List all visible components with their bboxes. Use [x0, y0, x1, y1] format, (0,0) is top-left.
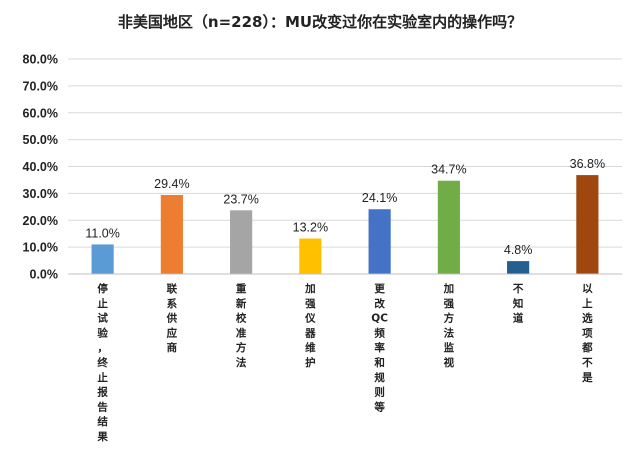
y-tick-label: 80.0% [23, 53, 58, 67]
x-category-label-line: 止 [97, 371, 108, 384]
x-category-label-line: 维 [305, 341, 316, 354]
y-tick-label: 60.0% [23, 106, 58, 120]
bar [299, 238, 322, 274]
x-category-label-line: 频 [374, 326, 385, 339]
x-category-label-line: 应 [167, 326, 178, 339]
bar [160, 194, 183, 274]
x-category-label-line: 验 [97, 326, 108, 339]
x-category-label-line: 加 [443, 282, 455, 295]
x-category-label-line: 都 [581, 341, 593, 354]
data-label: 29.4% [154, 177, 189, 191]
bar [576, 175, 599, 274]
x-category-label: 联系供应商 [166, 282, 178, 354]
x-category-label-line: 报 [97, 386, 108, 399]
y-tick-label: 30.0% [23, 187, 58, 201]
x-category-label-line: 则 [374, 386, 385, 399]
x-category-label: 更改 QC 频率和规则等 [371, 283, 388, 413]
x-category-label: 加强方法监视 [443, 282, 455, 369]
x-category-label-line: 不 [582, 357, 593, 369]
x-category-label-line: 等 [373, 400, 385, 413]
x-category-label-line: 供 [166, 312, 178, 325]
x-category-label-line: 结 [97, 415, 108, 428]
y-tick-label: 0.0% [30, 268, 59, 282]
y-tick-label: 40.0% [23, 160, 58, 174]
y-tick-label: 20.0% [23, 214, 58, 228]
chart-title: 非美国地区（n=228）：MU改变过你在实验室内的操作吗？ [118, 13, 522, 31]
x-category-label-line: 告 [97, 400, 108, 413]
data-label: 4.8% [504, 243, 533, 257]
gridlines [68, 58, 622, 248]
bars [91, 175, 599, 274]
x-category-label-line: 和 [373, 356, 385, 369]
x-category-label-line: QC [371, 313, 388, 325]
x-category-label-line: 校 [236, 312, 247, 325]
x-category-label: 加强仪器维护 [304, 282, 316, 369]
x-category-label-line: 加 [304, 282, 316, 295]
y-tick-label: 10.0% [23, 241, 58, 255]
x-category-label-line: 试 [97, 312, 108, 325]
bar [507, 261, 530, 274]
data-label: 36.8% [570, 157, 605, 171]
x-category-label-line: 商 [167, 341, 178, 354]
x-category-label-line: 规 [374, 371, 385, 384]
bar [91, 244, 114, 274]
x-category-label-line: 止 [97, 297, 108, 310]
x-category-label-line: 率 [374, 341, 385, 354]
x-category-label-line: 法 [236, 356, 247, 369]
x-category-label-line: 上 [582, 297, 593, 310]
bar [368, 209, 391, 274]
x-category-label-line: 选 [582, 312, 593, 325]
x-category-label-line: 强 [444, 298, 455, 310]
x-category-label: 停止试验，终止报告结果 [96, 282, 108, 443]
data-label: 13.2% [293, 221, 328, 235]
data-labels: 11.0% 29.4% 23.7% 13.2% 24.1% 34.7% 4.8% 36.8% [85, 157, 605, 257]
x-category-label-line: 法 [444, 326, 455, 339]
x-category-label-line: 护 [305, 356, 316, 369]
x-category-label-line: 不 [513, 283, 524, 295]
data-label: 34.7% [431, 163, 466, 177]
x-category-label-line: 更 [374, 283, 385, 295]
x-category-label-line: 准 [236, 326, 247, 339]
x-category-label-line: 是 [581, 372, 593, 384]
bar [437, 180, 460, 274]
x-category-label-line: 道 [513, 312, 524, 325]
x-category-label: 不知道 [513, 283, 524, 325]
x-category-label-line: 以 [582, 283, 593, 295]
x-category-label-line: 停 [97, 282, 108, 295]
x-category-label-line: 联 [167, 282, 178, 295]
x-category-label: 以上选项都不是 [581, 283, 593, 384]
x-category-label-line: 方 [236, 341, 247, 354]
data-label: 24.1% [362, 191, 397, 205]
x-category-label-line: 果 [96, 431, 108, 443]
y-tick-label: 50.0% [23, 133, 58, 147]
x-category-label-line: 项 [582, 327, 593, 339]
x-category-label-line: 强 [305, 298, 316, 310]
x-category-label-line: 方 [444, 312, 455, 325]
x-category-label-line: 监 [444, 341, 455, 354]
x-category-label-line: 视 [444, 356, 455, 369]
data-label: 23.7% [223, 192, 258, 206]
x-category-label-line: 终 [97, 356, 108, 369]
x-category-label-line: 器 [304, 327, 316, 339]
y-tick-label: 70.0% [23, 79, 58, 93]
x-category-label-line: 系 [167, 297, 178, 310]
x-category-label-line: ， [97, 342, 108, 354]
x-category-label-line: 新 [236, 297, 247, 310]
data-label: 11.0% [85, 226, 120, 240]
x-category-label-line: 知 [513, 297, 524, 310]
x-category-label: 重新校准方法 [236, 282, 247, 369]
x-category-label-line: 改 [374, 297, 385, 310]
y-axis-tick-labels: 0.0% 10.0% 20.0% 30.0% 40.0% 50.0% 60.0% 70.0% 8… [23, 53, 58, 282]
bar [230, 210, 253, 274]
x-category-label-line: 仪 [304, 313, 316, 325]
x-category-label-line: 重 [236, 282, 247, 295]
